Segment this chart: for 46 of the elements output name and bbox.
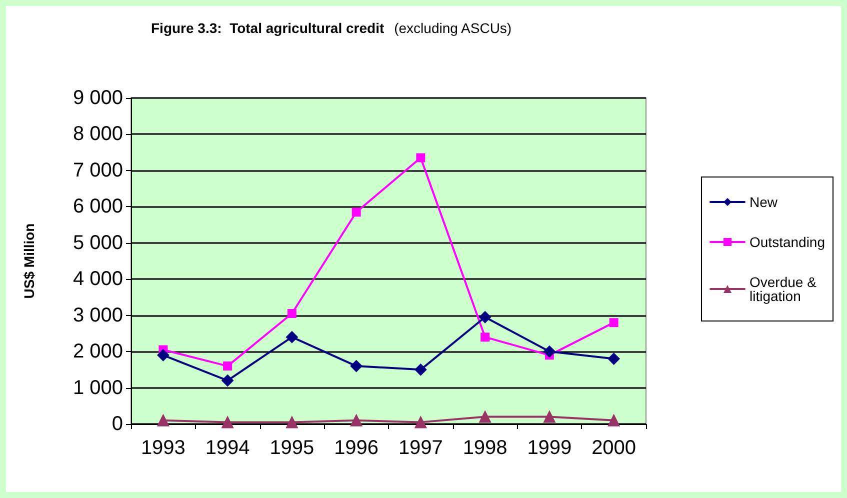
point (480, 332, 490, 342)
point (543, 346, 556, 358)
point (543, 410, 556, 423)
legend-label: Outstanding (750, 234, 826, 250)
point (286, 331, 298, 344)
legend-label: Overdue & litigation (750, 274, 820, 304)
point (414, 364, 427, 376)
point (286, 416, 298, 428)
point (222, 374, 234, 387)
y-axis-title: US$ Million (21, 223, 37, 299)
point (222, 416, 234, 428)
point (608, 414, 620, 426)
point (352, 208, 361, 217)
y-tick-label: 0 (112, 413, 123, 435)
y-tick-label: 9 000 (72, 87, 123, 109)
point (609, 318, 618, 328)
y-tick-label: 8 000 (72, 123, 123, 146)
point (350, 360, 362, 372)
x-tick-label: 1996 (334, 437, 379, 459)
point (416, 153, 426, 162)
x-tick-label: 1998 (462, 437, 508, 459)
y-tick-label: 2 000 (72, 340, 123, 363)
chart-subtitle: (excluding ASCUs) (394, 20, 512, 36)
point (287, 309, 296, 318)
x-tick-label: 1997 (398, 437, 443, 459)
legend-label: New (750, 194, 778, 210)
x-tick-label: 2000 (592, 437, 636, 459)
y-tick-label: 5 000 (72, 232, 123, 254)
point (157, 349, 170, 362)
y-tick-label: 1 000 (72, 376, 123, 399)
x-tick-label: 1995 (270, 437, 314, 459)
point (479, 311, 492, 324)
point (414, 416, 427, 428)
y-tick-label: 3 000 (72, 304, 123, 326)
point (223, 362, 232, 371)
x-tick-label: 1993 (140, 437, 186, 459)
point (608, 352, 620, 365)
x-tick-label: 1994 (205, 437, 250, 459)
y-tick-label: 7 000 (72, 159, 123, 182)
point (350, 414, 362, 426)
chart-title: Figure 3.3: Total agricultural credit (151, 20, 384, 36)
y-tick-label: 6 000 (72, 196, 123, 218)
y-tick-label: 4 000 (72, 268, 123, 290)
point (479, 410, 492, 423)
x-tick-label: 1999 (527, 437, 572, 459)
point (157, 414, 170, 426)
